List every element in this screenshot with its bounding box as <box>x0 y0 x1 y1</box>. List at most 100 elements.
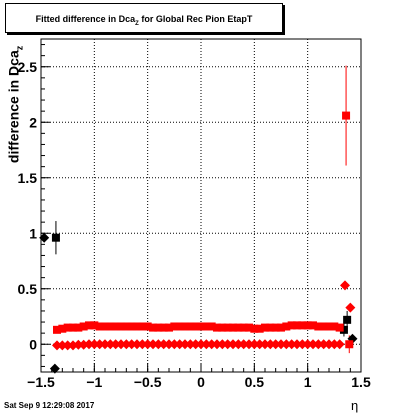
square-marker <box>293 321 301 330</box>
chart-title-rest: for Global Rec Pion EtapT <box>138 14 253 24</box>
diamond-marker <box>57 340 68 351</box>
diamond-marker <box>49 363 60 374</box>
diamond-marker <box>206 339 217 350</box>
square-marker <box>74 323 83 332</box>
square-marker <box>345 340 354 349</box>
diamond-marker <box>137 339 148 350</box>
square-marker <box>111 322 120 331</box>
diamond-marker <box>196 339 206 350</box>
y-axis-label: difference in Dcaz <box>6 29 25 179</box>
diamond-marker <box>100 339 110 350</box>
square-marker <box>133 322 141 331</box>
square-marker <box>53 325 61 334</box>
diamond-marker <box>153 339 164 350</box>
square-marker <box>282 322 291 331</box>
square-marker <box>314 322 323 331</box>
square-marker <box>101 322 109 331</box>
diamond-marker <box>228 339 238 350</box>
square-marker <box>271 323 280 332</box>
y-tick-label: 0 <box>29 336 37 352</box>
square-marker <box>58 324 67 333</box>
square-marker <box>298 321 307 330</box>
square-marker <box>117 322 125 331</box>
diamond-marker <box>121 339 132 350</box>
square-marker <box>122 322 131 331</box>
diamond-marker <box>180 339 190 350</box>
square-marker <box>170 322 179 331</box>
square-marker <box>127 322 136 331</box>
diamond-marker <box>158 339 169 350</box>
x-tick-labels: −1.5 −1 −0.5 0 0.5 1 1.5 <box>27 374 371 390</box>
diamond-marker <box>276 339 286 350</box>
diamond-marker <box>313 339 324 350</box>
diamond-marker <box>318 339 329 350</box>
square-marker <box>339 325 348 334</box>
square-marker <box>261 323 269 332</box>
y-tick-label: 0.5 <box>18 281 38 297</box>
chart-title: Fitted difference in DcaZ for Global Rec… <box>5 3 283 33</box>
diamond-marker <box>126 339 137 350</box>
diamond-marker <box>233 339 244 350</box>
x-tick-label: −0.5 <box>134 374 162 390</box>
diamond-marker <box>260 339 270 350</box>
diamond-marker <box>39 232 50 243</box>
square-marker <box>85 321 93 330</box>
diamond-marker <box>270 339 281 350</box>
y-tick-label: 1.5 <box>18 170 38 186</box>
y-tick-label: 2.5 <box>18 59 38 75</box>
square-marker <box>175 322 184 331</box>
diamond-marker <box>212 339 222 350</box>
diamond-marker <box>238 339 249 350</box>
diamond-marker <box>62 340 73 351</box>
diamond-marker <box>297 339 308 350</box>
diamond-marker <box>73 339 84 350</box>
diamond-marker <box>110 339 121 350</box>
square-marker <box>79 322 88 331</box>
diamond-marker <box>148 339 158 350</box>
diamond-marker <box>222 339 233 350</box>
square-marker <box>106 322 115 331</box>
y-axis-label-sub: z <box>14 45 25 51</box>
x-tick-label: 0 <box>197 374 205 390</box>
diamond-marker <box>185 339 196 350</box>
diamond-marker <box>190 339 201 350</box>
square-marker <box>218 323 227 332</box>
square-marker <box>266 323 275 332</box>
square-marker <box>95 322 104 331</box>
square-marker <box>325 322 333 331</box>
diamond-marker <box>174 339 185 350</box>
square-marker <box>309 321 317 330</box>
square-marker <box>229 323 237 332</box>
chart-title-main: Fitted difference in Dca <box>35 14 136 24</box>
square-marker <box>149 323 157 332</box>
chart-title-sub: Z <box>135 20 139 27</box>
square-marker <box>234 323 243 332</box>
square-marker <box>181 322 189 331</box>
square-marker <box>287 321 296 330</box>
diamond-marker <box>340 280 350 291</box>
square-marker <box>335 323 344 332</box>
markers <box>39 111 358 374</box>
square-marker <box>255 324 264 333</box>
diamond-marker <box>142 339 153 350</box>
square-marker <box>63 323 72 332</box>
square-marker <box>277 323 285 332</box>
square-marker <box>51 233 60 242</box>
diamond-marker <box>132 339 142 350</box>
y-axis-label-main: difference in Dca <box>5 50 22 164</box>
square-marker <box>69 323 77 332</box>
diamond-marker <box>217 339 228 350</box>
square-marker <box>186 322 195 331</box>
square-marker <box>245 323 253 332</box>
diamond-marker <box>329 339 340 350</box>
square-marker <box>202 322 211 331</box>
x-tick-label: 0.5 <box>245 374 265 390</box>
diamond-marker <box>201 339 212 350</box>
square-marker <box>223 323 232 332</box>
y-tick-label: 2 <box>29 114 37 130</box>
diamond-marker <box>52 340 62 351</box>
diamond-marker <box>324 339 334 350</box>
diamond-marker <box>94 339 105 350</box>
square-marker <box>90 321 99 330</box>
